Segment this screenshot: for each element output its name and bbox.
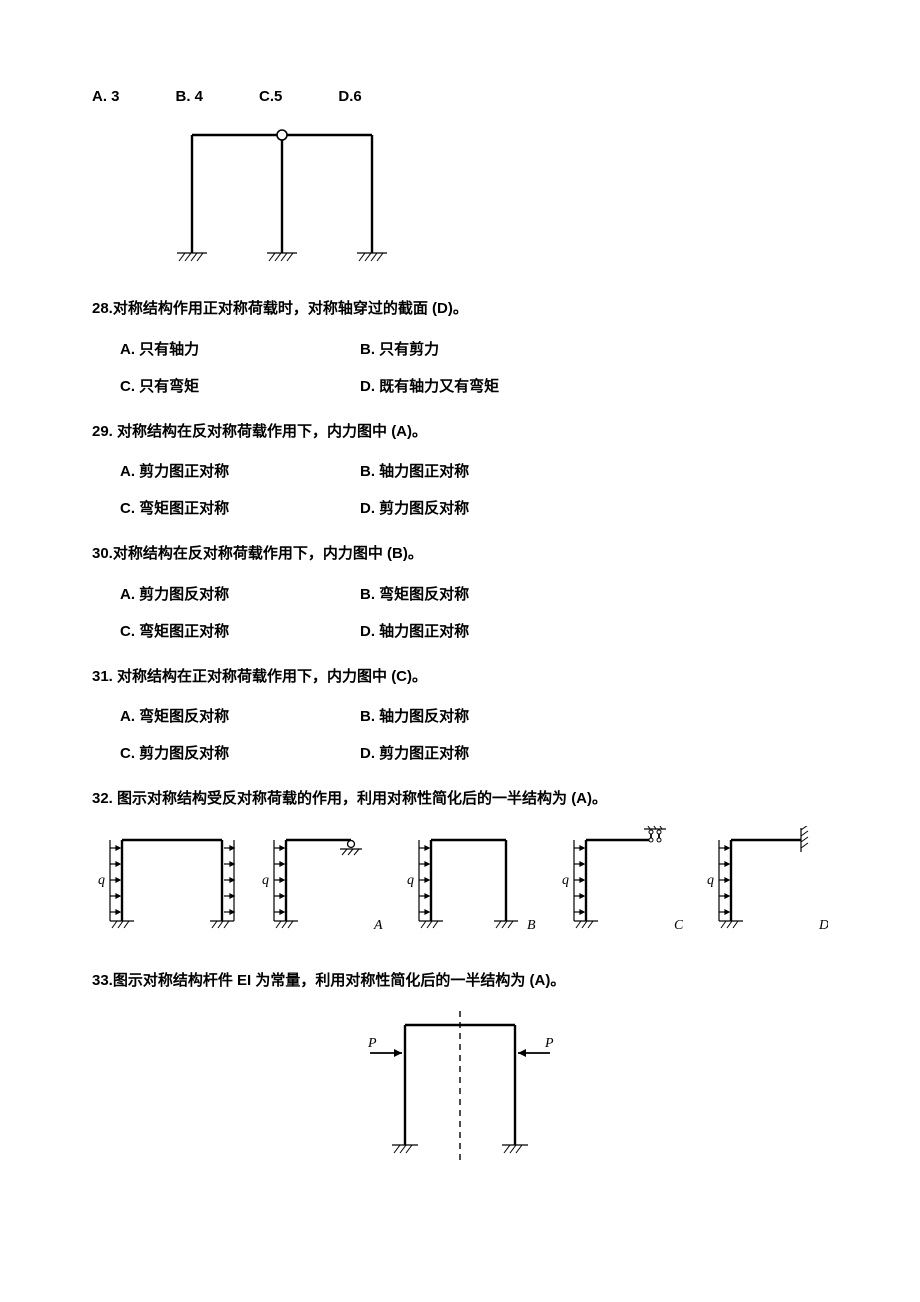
q31-text: 31. 对称结构在正对称荷载作用下，内力图中 (C)。 <box>92 663 828 692</box>
q33-figure: P P <box>92 1005 828 1175</box>
q31-c: C. 剪力图反对称 <box>120 742 360 763</box>
q28-c: C. 只有弯矩 <box>120 375 360 396</box>
q29-a: A. 剪力图正对称 <box>120 460 360 481</box>
figure-frame-3col <box>172 123 828 273</box>
label-B: B <box>527 918 536 933</box>
q29-choices: A. 剪力图正对称 B. 轴力图正对称 C. 弯矩图正对称 D. 剪力图反对称 <box>120 460 828 518</box>
q30-c: C. 弯矩图正对称 <box>120 620 360 641</box>
q31-a: A. 弯矩图反对称 <box>120 705 360 726</box>
support-right <box>357 253 387 261</box>
q32-fig-b: q B <box>401 826 538 941</box>
page: A. 3 B. 4 C.5 D.6 <box>0 0 920 1245</box>
q29-b: B. 轴力图正对称 <box>360 460 600 481</box>
q30-choices: A. 剪力图反对称 B. 弯矩图反对称 C. 弯矩图正对称 D. 轴力图正对称 <box>120 583 828 641</box>
q28-a: A. 只有轴力 <box>120 338 360 359</box>
q-label-left: q <box>98 873 105 888</box>
opt-c: C.5 <box>259 88 282 105</box>
q33-svg: P P <box>350 1005 570 1175</box>
q32-fig-c: q C <box>556 826 683 941</box>
q28-b: B. 只有剪力 <box>360 338 600 359</box>
q33-text: 33.图示对称结构杆件 EI 为常量，利用对称性简化后的一半结构为 (A)。 <box>92 967 828 996</box>
q32-figures: q q <box>92 826 828 941</box>
support-mid <box>267 253 297 261</box>
opt-d: D.6 <box>338 88 361 105</box>
q29-text: 29. 对称结构在反对称荷载作用下，内力图中 (A)。 <box>92 418 828 447</box>
opt-b: B. 4 <box>176 88 204 105</box>
q31-d: D. 剪力图正对称 <box>360 742 600 763</box>
q32-text: 32. 图示对称结构受反对称荷载的作用，利用对称性简化后的一半结构为 (A)。 <box>92 785 828 814</box>
P-right: P <box>544 1036 554 1051</box>
P-left: P <box>367 1036 377 1051</box>
q30-a: A. 剪力图反对称 <box>120 583 360 604</box>
svg-text:q: q <box>707 873 714 888</box>
q32-fig-original: q q <box>92 826 238 941</box>
label-A: A <box>373 918 383 933</box>
label-C: C <box>674 918 683 933</box>
q31-choices: A. 弯矩图反对称 B. 轴力图反对称 C. 剪力图反对称 D. 剪力图正对称 <box>120 705 828 763</box>
label-D: D <box>818 918 828 933</box>
q28-d: D. 既有轴力又有弯矩 <box>360 375 600 396</box>
q29-c: C. 弯矩图正对称 <box>120 497 360 518</box>
q30-text: 30.对称结构在反对称荷载作用下，内力图中 (B)。 <box>92 540 828 569</box>
opt-a: A. 3 <box>92 88 120 105</box>
frame-hinge-svg <box>172 123 392 273</box>
svg-text:q: q <box>407 873 414 888</box>
q32-fig-d: q D <box>701 826 828 941</box>
q32-fig-a: q A <box>256 826 383 941</box>
svg-text:q: q <box>262 873 269 888</box>
q30-d: D. 轴力图正对称 <box>360 620 600 641</box>
svg-text:q: q <box>562 873 569 888</box>
q30-b: B. 弯矩图反对称 <box>360 583 600 604</box>
q29-d: D. 剪力图反对称 <box>360 497 600 518</box>
q28-text: 28.对称结构作用正对称荷载时，对称轴穿过的截面 (D)。 <box>92 295 828 324</box>
support-left <box>177 253 207 261</box>
q31-b: B. 轴力图反对称 <box>360 705 600 726</box>
top-option-row: A. 3 B. 4 C.5 D.6 <box>92 88 828 105</box>
q28-choices: A. 只有轴力 B. 只有剪力 C. 只有弯矩 D. 既有轴力又有弯矩 <box>120 338 828 396</box>
